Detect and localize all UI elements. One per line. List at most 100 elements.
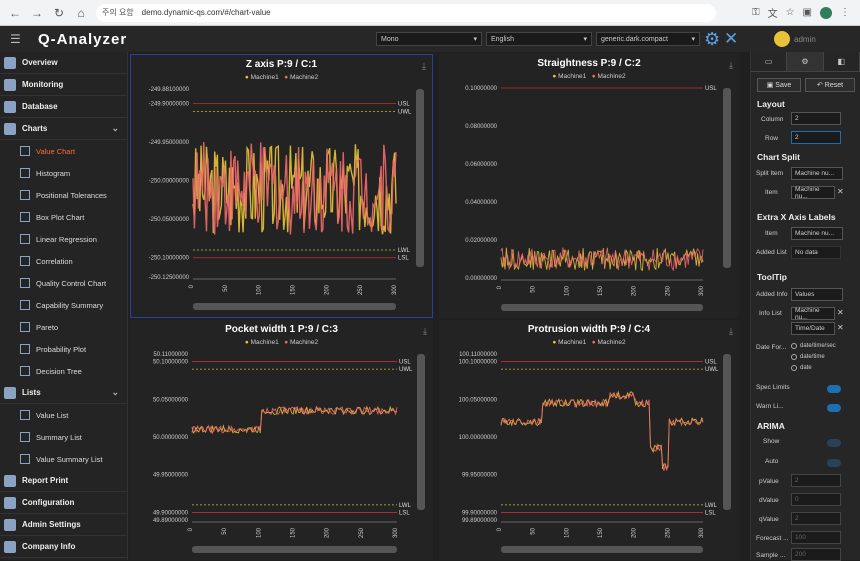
forecast-input[interactable]: 100: [791, 531, 841, 544]
back-icon[interactable]: ←: [9, 5, 21, 20]
user-avatar[interactable]: [774, 31, 790, 47]
spec-limits-toggle[interactable]: [827, 385, 841, 393]
radio-date-time-sec[interactable]: date/time/sec: [791, 343, 836, 349]
extensions-icon[interactable]: ▣: [802, 7, 812, 18]
sample-input[interactable]: 200: [791, 548, 841, 561]
sidebar-item-report-print[interactable]: Report Print: [0, 470, 127, 492]
address-bar[interactable]: 주의 요함 demo.dynamic-qs.com/#/chart-value: [96, 3, 716, 22]
sidebar-item-company-info[interactable]: Company Info: [0, 536, 127, 558]
sidebar-subitem-probability-plot[interactable]: Probability Plot: [0, 338, 127, 360]
chart-panel-straightness[interactable]: Straightness P:9 / C:2 ● Machine1 ● Mach…: [439, 54, 739, 318]
x-tick-label: 150: [598, 285, 604, 296]
theme-select[interactable]: Mono ▾: [376, 32, 482, 46]
limit-label: LWL: [399, 503, 412, 509]
download-icon[interactable]: ⤓: [729, 60, 733, 70]
tools-icon[interactable]: ✕: [724, 29, 739, 48]
chart-panel-pocket-width[interactable]: Pocket width 1 P:9 / C:3 ● Machine1 ● Ma…: [130, 320, 433, 560]
y-tick-label: 49.89000000: [153, 518, 189, 524]
sidebar-subitem-value-chart[interactable]: Value Chart: [0, 140, 127, 162]
menu-icon[interactable]: ⋮: [840, 7, 850, 18]
sidebar-item-lists[interactable]: Lists ⌄: [0, 382, 127, 404]
pvalue-input[interactable]: 2: [791, 474, 841, 487]
sidebar-subitem-value-list[interactable]: Value List: [0, 404, 127, 426]
style-select[interactable]: generic.dark.compact ▾: [596, 32, 700, 46]
limit-label: USL: [705, 86, 717, 92]
chart-panel-z-axis[interactable]: Z axis P:9 / C:1 ● Machine1 ● Machine2 ⤓…: [130, 54, 433, 318]
warn-limits-toggle[interactable]: [827, 404, 841, 412]
target-icon: [20, 190, 30, 200]
tab-settings[interactable]: ⚙: [787, 52, 824, 71]
grid-icon: [20, 432, 30, 442]
language-select[interactable]: English ▾: [486, 32, 592, 46]
profile-avatar[interactable]: [820, 6, 832, 19]
y-tick-label: 50.11000000: [153, 352, 188, 358]
dvalue-input[interactable]: 0: [791, 493, 841, 506]
sidebar-item-database[interactable]: Database: [0, 96, 127, 118]
limit-label: LSL: [705, 510, 716, 516]
tab-bookmark[interactable]: ◧: [824, 52, 860, 71]
sidebar-subitem-label: Summary List: [36, 432, 82, 442]
gear-icon: [4, 496, 16, 509]
user-name[interactable]: admin: [794, 35, 816, 44]
home-icon[interactable]: ⌂: [77, 5, 85, 20]
close-icon[interactable]: ✕: [837, 323, 844, 332]
save-button[interactable]: ▣ Save: [757, 78, 801, 92]
extra-item-select[interactable]: Machine nu...: [791, 227, 843, 240]
close-icon[interactable]: ✕: [837, 308, 844, 317]
sidebar-subitem-correlation[interactable]: Correlation: [0, 250, 127, 272]
chevron-down-icon: ▾: [691, 36, 695, 43]
column-stepper[interactable]: 2: [791, 112, 841, 125]
reset-button[interactable]: ↶ Reset: [805, 78, 855, 92]
split-item-select[interactable]: Machine nu...: [791, 167, 843, 180]
sidebar-item-monitoring[interactable]: Monitoring: [0, 74, 127, 96]
sidebar-subitem-value-summary-list[interactable]: Value Summary List: [0, 448, 127, 470]
sidebar-item-admin-settings[interactable]: Admin Settings: [0, 514, 127, 536]
sidebar-item-configuration[interactable]: Configuration: [0, 492, 127, 514]
sidebar-subitem-pareto[interactable]: Pareto: [0, 316, 127, 338]
sidebar-item-charts[interactable]: Charts ⌄: [0, 118, 127, 140]
sidebar-subitem-label: Capability Summary: [36, 300, 104, 310]
x-tick-label: 300: [699, 285, 705, 296]
translate-icon[interactable]: 文: [767, 9, 778, 20]
sidebar-subitem-histogram[interactable]: Histogram: [0, 162, 127, 184]
row-stepper[interactable]: 2: [791, 131, 841, 144]
arima-heading: ARIMA: [757, 421, 785, 431]
y-tick-label: -250.10000000: [149, 256, 190, 262]
limit-label: LSL: [398, 256, 409, 262]
download-icon[interactable]: ⤓: [729, 326, 733, 336]
key-icon[interactable]: ⚿: [751, 7, 760, 18]
sidebar-item-overview[interactable]: Overview: [0, 52, 127, 74]
hamburger-icon[interactable]: ☰: [10, 32, 21, 46]
download-icon[interactable]: ⤓: [423, 326, 427, 336]
sidebar-subitem-quality-control-chart[interactable]: Quality Control Chart: [0, 272, 127, 294]
sidebar-subitem-linear-regression[interactable]: Linear Regression: [0, 228, 127, 250]
added-info-select[interactable]: Values: [791, 288, 843, 301]
chart-title: Protrusion width P:9 / C:4: [527, 324, 651, 335]
bookmark-icon[interactable]: ☆: [785, 7, 795, 18]
sidebar-subitem-decision-tree[interactable]: Decision Tree: [0, 360, 127, 382]
forward-icon[interactable]: →: [31, 5, 43, 20]
show-toggle[interactable]: [827, 439, 841, 447]
qvalue-input[interactable]: 2: [791, 512, 841, 525]
settings-panel: ▭ ⚙ ◧ ▣ Save ↶ Reset Layout Column 2 Row…: [750, 52, 860, 561]
security-warning[interactable]: 주의 요함: [102, 8, 134, 17]
y-tick-label: 50.00000000: [153, 435, 189, 441]
sidebar-subitem-capability-summary[interactable]: Capability Summary: [0, 294, 127, 316]
y-tick-label: 99.95000000: [462, 473, 498, 479]
tab-folder[interactable]: ▭: [751, 52, 788, 71]
radio-date[interactable]: date: [791, 365, 812, 371]
gear-icon[interactable]: ⚙: [704, 29, 721, 49]
close-icon[interactable]: ✕: [837, 187, 844, 196]
reload-icon[interactable]: ↻: [53, 5, 65, 20]
y-tick-label: -250.05000000: [149, 217, 190, 223]
download-icon[interactable]: ⤓: [422, 61, 426, 71]
chart-panel-protrusion-width[interactable]: Protrusion width P:9 / C:4 ● Machine1 ● …: [439, 320, 739, 560]
radio-date-time[interactable]: date/time: [791, 354, 825, 360]
sidebar-subitem-summary-list[interactable]: Summary List: [0, 426, 127, 448]
y-tick-label: 50.10000000: [153, 360, 189, 366]
sidebar-subitem-box-plot-chart[interactable]: Box Plot Chart: [0, 206, 127, 228]
info-list-label: Info List: [759, 310, 782, 317]
sidebar-subitem-positional-tolerances[interactable]: Positional Tolerances: [0, 184, 127, 206]
auto-toggle[interactable]: [827, 459, 841, 467]
y-tick-label: 49.90000000: [153, 510, 189, 516]
